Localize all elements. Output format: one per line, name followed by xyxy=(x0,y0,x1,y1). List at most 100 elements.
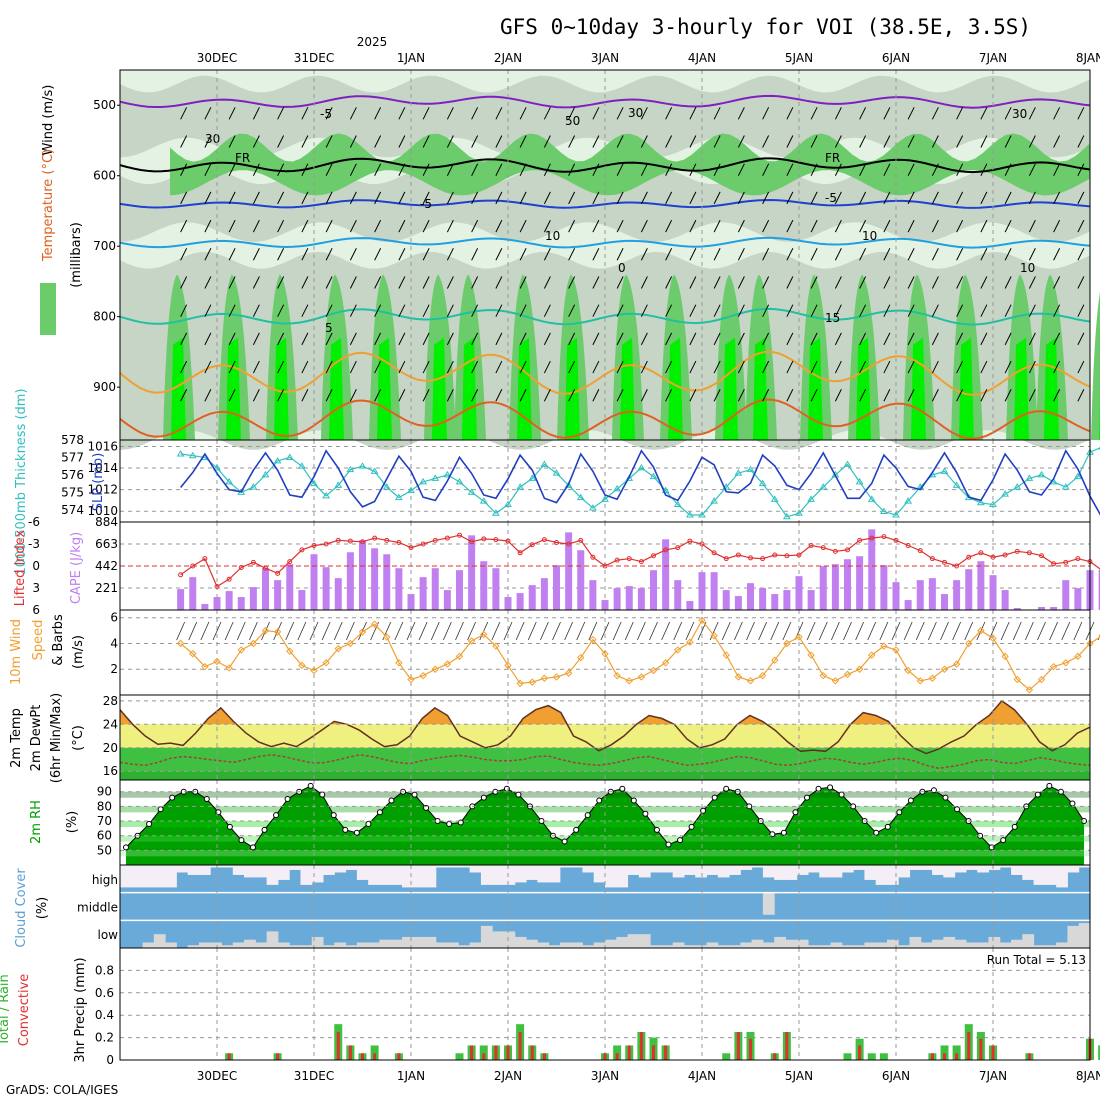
lifted-index-point xyxy=(966,554,972,560)
thickness-tick-label: 575 xyxy=(61,485,84,499)
cloud-high-gap xyxy=(379,865,392,885)
wind-barb xyxy=(422,389,430,402)
precip-convective-bar xyxy=(361,1053,364,1060)
ylabel-temp-units: (°C) xyxy=(71,725,86,751)
cloud-high-gap xyxy=(390,865,403,885)
ylabel-pressure: (millibars) xyxy=(69,222,84,288)
wind-barb xyxy=(446,389,454,402)
wind-speed-point xyxy=(843,670,852,679)
cloud-low-gap xyxy=(401,936,414,948)
wind-barb xyxy=(665,276,673,289)
wind-barb xyxy=(277,163,285,176)
wind-barb xyxy=(1053,163,1061,176)
wind-barb-10m xyxy=(928,621,937,641)
cape-bar xyxy=(674,580,682,610)
thickness-point xyxy=(431,474,440,481)
wind-barb xyxy=(204,107,212,120)
wind-barb xyxy=(665,332,673,346)
cape-bar xyxy=(601,600,609,610)
wind-barb xyxy=(349,163,357,176)
cape-bar xyxy=(1098,570,1100,610)
precip-convective-bar xyxy=(276,1053,280,1060)
wind-barb-10m xyxy=(200,621,210,641)
wind-barb xyxy=(543,163,551,176)
contour-label: FR xyxy=(235,151,250,165)
rh-layer-green xyxy=(170,133,1090,196)
thickness-point xyxy=(576,493,585,501)
wind-speed-point xyxy=(916,677,924,685)
precip-convective-bar xyxy=(652,1045,655,1060)
cloud-middle-gap xyxy=(762,892,775,915)
wind-barb-10m xyxy=(600,621,610,641)
lifted-index-point xyxy=(711,550,717,556)
wind-barb-10m xyxy=(455,621,464,641)
wind-barb xyxy=(689,219,697,233)
lifted-index-point xyxy=(990,554,996,560)
cape-bar xyxy=(359,540,366,610)
wind-speed-point xyxy=(273,628,282,636)
wind-barb xyxy=(422,360,430,374)
contour-label: 10 xyxy=(862,229,877,243)
precip-total-bar xyxy=(370,1045,379,1060)
cloud-high-gap xyxy=(131,865,144,888)
cloud-low-gap xyxy=(638,934,651,948)
wind-barb xyxy=(907,276,915,289)
wind-barb xyxy=(640,276,648,289)
wind-barb xyxy=(252,135,260,148)
cloud-high-gap xyxy=(368,865,380,885)
thickness-point xyxy=(819,483,828,490)
wind-barb-10m xyxy=(709,621,719,641)
rh-legend-swatch xyxy=(40,283,56,335)
wind-barb xyxy=(398,248,406,261)
thickness-point xyxy=(334,481,343,488)
wind-speed-point xyxy=(322,659,330,667)
ylabel-wind-speed: Speed xyxy=(31,620,46,661)
cloud-high-gap xyxy=(977,865,989,873)
wind-barb xyxy=(568,135,576,148)
wind-speed-point xyxy=(746,677,755,685)
rh-point xyxy=(723,785,730,792)
wind-barb xyxy=(422,163,430,176)
lifted-index-point xyxy=(857,537,863,543)
lifted-index-point xyxy=(347,538,353,544)
lifted-index-point xyxy=(602,563,608,569)
wind-barb xyxy=(737,360,745,374)
wind-barb xyxy=(301,360,309,374)
wind-barb xyxy=(907,219,915,233)
wind-barb xyxy=(325,389,333,402)
precip-convective-bar xyxy=(664,1045,668,1060)
wind-barb xyxy=(762,107,770,120)
lifted-index-point xyxy=(905,542,911,548)
wind-barb xyxy=(471,163,479,176)
wind-barb xyxy=(252,248,260,261)
wind-barb xyxy=(446,219,454,233)
cloud-low-gap xyxy=(244,939,256,948)
date-label-bottom: 8JAN xyxy=(1076,1069,1100,1083)
wind-barb xyxy=(883,219,891,233)
cloud-high-gap xyxy=(661,865,674,873)
cape-bar xyxy=(516,593,524,610)
rh-tick-label: 60 xyxy=(97,829,112,843)
wind-barb xyxy=(1028,219,1036,233)
cape-bar xyxy=(419,577,427,610)
cloud-low-gap xyxy=(627,934,640,948)
wind-barb xyxy=(713,107,721,120)
wind-barb xyxy=(277,389,285,402)
cloud-high-gap xyxy=(120,865,132,888)
lifted-index-point xyxy=(1063,559,1069,565)
rh-point xyxy=(146,820,153,827)
precip-total-bar xyxy=(940,1045,949,1060)
wind-barb xyxy=(834,163,842,176)
cloud-low-gap xyxy=(864,942,877,948)
wind-barb xyxy=(228,389,236,402)
cloud-low-gap xyxy=(751,939,764,948)
cloud-low-gap xyxy=(785,939,798,948)
cloud-low-gap xyxy=(717,945,730,948)
cloud-high-gap xyxy=(401,865,414,888)
thickness-point xyxy=(770,495,779,502)
wind-barb xyxy=(519,332,527,346)
lifted-tick-label: 6 xyxy=(32,603,40,617)
wind-barb xyxy=(762,191,770,205)
thickness-point xyxy=(625,474,634,481)
